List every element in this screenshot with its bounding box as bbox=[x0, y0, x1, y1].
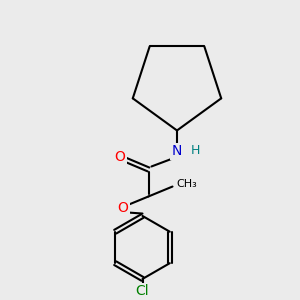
Text: CH₃: CH₃ bbox=[176, 179, 197, 189]
Text: H: H bbox=[191, 144, 200, 157]
Text: Cl: Cl bbox=[136, 284, 149, 298]
Text: O: O bbox=[118, 202, 128, 215]
Text: N: N bbox=[172, 145, 182, 158]
Text: O: O bbox=[115, 151, 125, 164]
